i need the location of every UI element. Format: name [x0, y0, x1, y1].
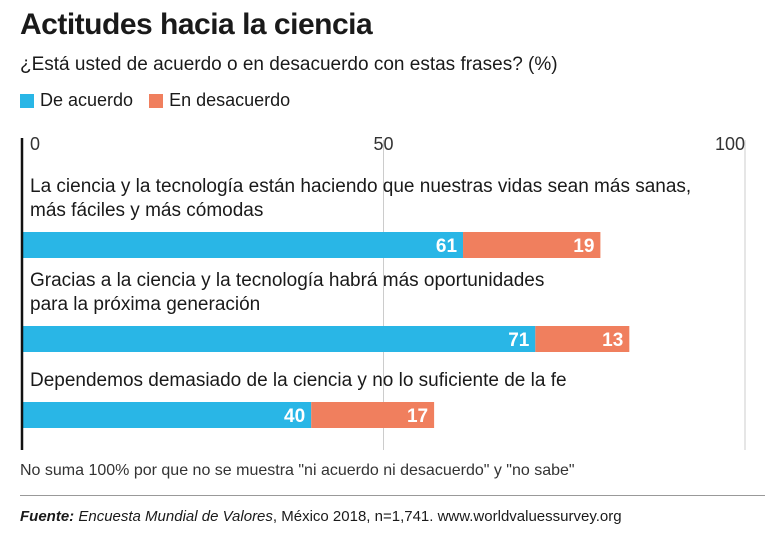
- bar-chart: 0 50 100 La ciencia y la tecnología están h…: [20, 134, 746, 450]
- x-tick-label-50: 50: [373, 134, 393, 154]
- divider: [20, 495, 765, 496]
- data-label: 17: [407, 406, 428, 427]
- legend-label-disagree: En desacuerdo: [169, 90, 291, 110]
- data-label: 61: [436, 236, 458, 257]
- legend-item-disagree: En desacuerdo: [149, 90, 290, 111]
- x-tick-label-100: 100: [715, 134, 745, 154]
- legend: De acuerdo En desacuerdo: [20, 90, 306, 111]
- source-details: , México 2018, n=1,741. www.worldvaluess…: [272, 508, 622, 525]
- bar-agree: [22, 232, 464, 258]
- source-name: Encuesta Mundial de Valores: [78, 508, 273, 525]
- category-label: La ciencia y la tecnología están haciend…: [30, 176, 691, 197]
- x-tick-label-0: 0: [30, 134, 40, 154]
- bar-disagree: [311, 402, 435, 428]
- source-line: Fuente: Encuesta Mundial de Valores, Méx…: [20, 508, 622, 525]
- data-label: 71: [508, 330, 530, 351]
- legend-swatch-disagree: [149, 93, 164, 108]
- data-label: 19: [573, 236, 594, 257]
- legend-item-agree: De acuerdo: [20, 90, 133, 111]
- bar-agree: [22, 402, 312, 428]
- bar-agree: [22, 326, 536, 352]
- chart-title: Actitudes hacia la ciencia: [20, 8, 373, 41]
- category-label: para la próxima generación: [30, 294, 260, 315]
- bar-disagree: [463, 232, 601, 258]
- legend-label-agree: De acuerdo: [40, 90, 134, 110]
- category-label: Gracias a la ciencia y la tecnología hab…: [30, 270, 544, 291]
- bar-disagree: [535, 326, 630, 352]
- category-label: más fáciles y más cómodas: [30, 200, 263, 221]
- category-label: Dependemos demasiado de la ciencia y no …: [30, 370, 567, 391]
- data-label: 40: [284, 406, 305, 427]
- chart-subtitle: ¿Está usted de acuerdo o en desacuerdo c…: [20, 54, 558, 75]
- data-label: 13: [602, 330, 623, 351]
- footnote: No suma 100% por que no se muestra "ni a…: [20, 462, 575, 479]
- source-label: Fuente:: [20, 508, 75, 525]
- legend-swatch-agree: [20, 93, 34, 108]
